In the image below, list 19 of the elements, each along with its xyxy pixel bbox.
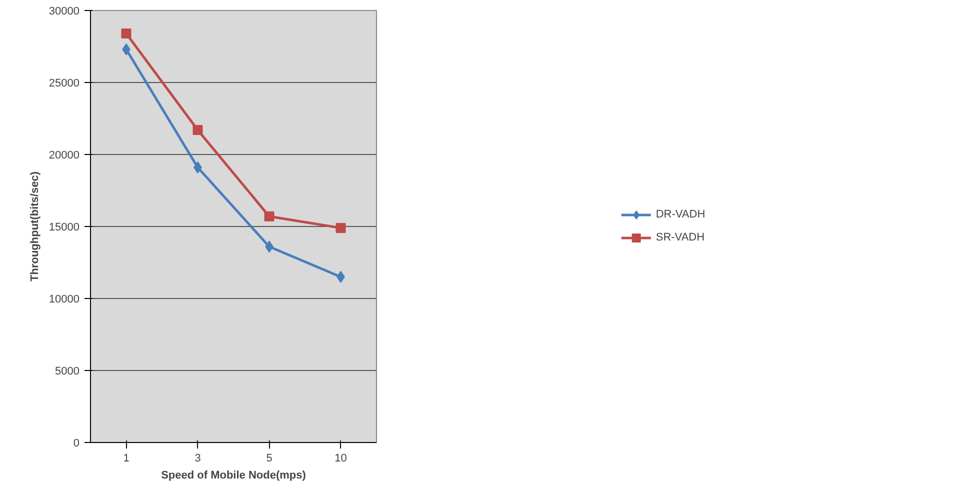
x-axis-title: Speed of Mobile Node(mps) [161, 470, 306, 482]
y-axis-title: Throughput(bits/sec) [28, 171, 41, 282]
y-tick-label: 5000 [55, 366, 80, 378]
x-tick-label: 5 [266, 452, 272, 464]
y-tick-label: 15000 [48, 222, 80, 234]
y-tick-label: 10000 [48, 294, 80, 306]
y-tick-label: 0 [73, 438, 80, 450]
x-tick-label: 3 [194, 452, 201, 464]
point [121, 28, 132, 39]
point [336, 222, 346, 233]
y-tick-label: 20000 [48, 150, 80, 162]
legend-label: DR-VADH [656, 208, 706, 220]
y-tick-label: 30000 [48, 6, 80, 18]
x-tick-label: 1 [123, 452, 130, 464]
point [192, 125, 203, 136]
legend-label: SR-VADH [656, 232, 705, 244]
x-tick-label: 10 [334, 452, 347, 464]
y-tick-label: 25000 [48, 78, 80, 90]
point [264, 211, 274, 222]
